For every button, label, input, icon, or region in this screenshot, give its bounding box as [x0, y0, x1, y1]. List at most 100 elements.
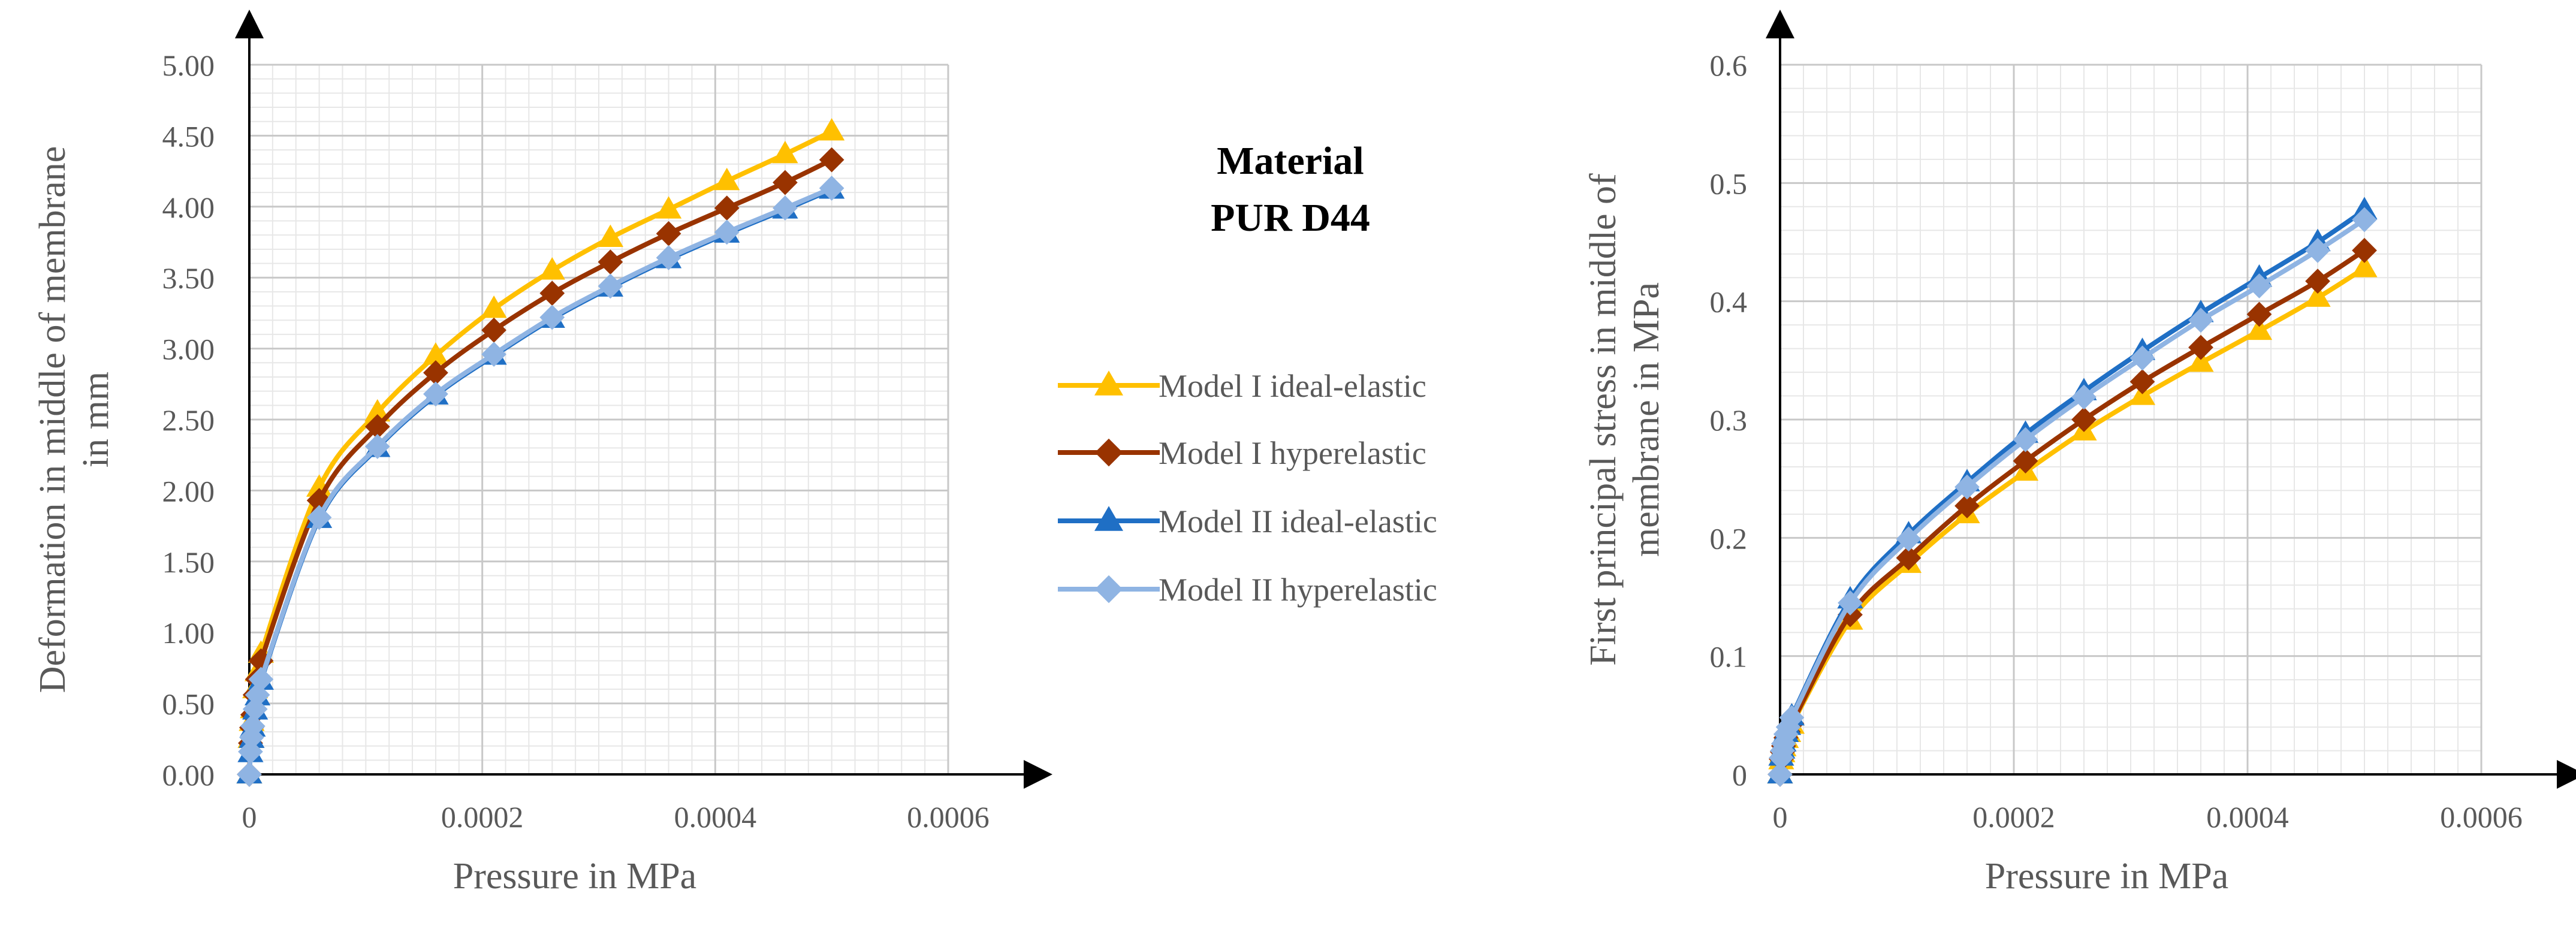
data-point [1767, 762, 1793, 787]
series-model-i-ideal-elastic [1767, 255, 2378, 784]
data-point [240, 713, 266, 739]
data-point [1779, 705, 1805, 731]
legend-marker-shape [1094, 438, 1123, 467]
y-tick-label: 0.3 [1710, 403, 1748, 437]
legend-label: Model II ideal-elastic [1159, 503, 1437, 539]
data-point [237, 762, 262, 787]
x-tick-label: 0.0002 [1972, 800, 2055, 834]
series-line [1778, 208, 2366, 775]
data-point [1775, 714, 1801, 740]
y-tick-label: 1.00 [162, 616, 215, 650]
legend-marker-shape [1094, 506, 1123, 531]
y-tick-label: 0.2 [1710, 521, 1748, 555]
legend-label: Model I ideal-elastic [1159, 368, 1426, 404]
data-point [656, 221, 681, 246]
data-point [773, 170, 798, 195]
data-point [239, 725, 264, 750]
data-point [2351, 255, 2378, 278]
series-line [1778, 266, 2366, 775]
y-tick-label: 1.50 [162, 545, 215, 579]
data-point [598, 249, 623, 275]
x-axis-title: Pressure in MPa [453, 856, 696, 897]
data-point [245, 682, 270, 708]
data-point [306, 505, 332, 530]
legend-label: Model I hyperelastic [1159, 435, 1426, 471]
data-point [714, 195, 740, 221]
data-point [772, 140, 798, 164]
data-point [539, 257, 565, 280]
data-point [481, 342, 506, 367]
y-tick-label: 0.5 [1710, 167, 1748, 200]
data-point [2188, 349, 2214, 372]
legend-marker [1094, 575, 1123, 604]
data-point [2071, 407, 2097, 432]
data-point [2188, 334, 2213, 360]
legend-entry-model-ii-hyperelastic[interactable]: Model II hyperelastic [1058, 572, 1437, 608]
gridlines [1780, 64, 2483, 774]
y-tick-label: 4.00 [162, 191, 215, 224]
data-point [2129, 369, 2155, 394]
legend-marker-shape [1094, 370, 1123, 396]
x-tick-label: 0 [1773, 800, 1788, 834]
data-point [714, 167, 740, 191]
material-title-line2: PUR D44 [1211, 196, 1370, 240]
y-tick-label: 0.4 [1710, 285, 1748, 319]
deformation-chart: 0.00 0.50 1.00 1.50 2.00 2.50 3.00 3.50 4.00 4.50… [32, 10, 1052, 897]
data-point [423, 360, 448, 385]
legend: Model I ideal-elastic Model I hyperelast… [1058, 368, 1437, 608]
series-line [247, 158, 833, 775]
data-point [481, 317, 506, 343]
data-point [1896, 545, 1922, 571]
material-title-line1: Material [1217, 139, 1364, 183]
y-tick-label: 0.50 [162, 687, 215, 721]
data-point [2246, 301, 2272, 327]
x-tick-label: 0.0006 [907, 800, 990, 834]
series-model-ii-ideal-elastic [236, 176, 845, 784]
y-tick-label: 3.50 [162, 261, 215, 295]
data-point [364, 399, 391, 422]
y-axis-title: membrane in MPa [1626, 282, 1667, 557]
data-point [598, 273, 623, 299]
data-point [423, 342, 449, 365]
data-point [364, 434, 390, 459]
stress-chart: 0 0.1 0.2 0.3 0.4 0.5 0.6 0 0.0002 0.0004 0.0006 Pr… [1583, 10, 2576, 897]
data-point [819, 117, 845, 141]
data-point [2013, 448, 2038, 473]
data-point [2013, 427, 2038, 453]
y-tick-label: 0.6 [1710, 49, 1748, 82]
data-point [423, 381, 448, 407]
data-point [2305, 237, 2330, 263]
series-model-ii-hyperelastic [1767, 207, 2377, 787]
series-model-i-hyperelastic [1767, 237, 2377, 787]
y-tick-label: 3.00 [162, 333, 215, 366]
legend-entry-model-i-ideal-elastic[interactable]: Model I ideal-elastic [1058, 368, 1426, 404]
legend-marker [1094, 506, 1123, 531]
legend-label: Model II hyperelastic [1159, 572, 1437, 608]
data-point [2246, 317, 2273, 340]
series-line [1778, 248, 2366, 775]
y-tick-label: 0.00 [162, 758, 215, 792]
data-point [2071, 384, 2097, 410]
x-tick-label: 0.0004 [2206, 800, 2289, 834]
y-tick-label: 4.50 [162, 119, 215, 153]
gridlines [249, 64, 949, 774]
legend-marker-shape [1094, 575, 1123, 604]
y-axis-title: First principal stress in middle of [1583, 173, 1624, 666]
series-model-i-ideal-elastic [236, 117, 845, 784]
data-point [656, 245, 681, 270]
data-point [1896, 526, 1922, 552]
data-point [2305, 269, 2330, 294]
data-point [2129, 345, 2155, 371]
data-point [2304, 284, 2331, 307]
data-point [2352, 237, 2377, 263]
data-point [1838, 590, 1863, 616]
legend-entry-model-ii-ideal-elastic[interactable]: Model II ideal-elastic [1058, 503, 1437, 539]
legend-entry-model-i-hyperelastic[interactable]: Model I hyperelastic [1058, 435, 1426, 471]
data-point [481, 295, 507, 318]
y-tick-label: 0 [1732, 758, 1747, 792]
y-tick-label: 2.00 [162, 474, 215, 508]
x-tick-label: 0.0006 [2440, 800, 2523, 834]
data-point [539, 281, 565, 306]
x-tick-label: 0 [242, 800, 257, 834]
